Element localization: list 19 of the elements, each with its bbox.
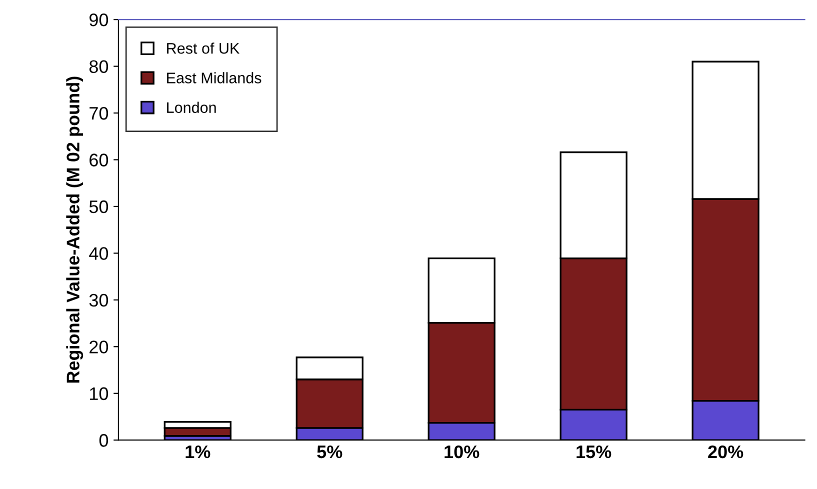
legend-label: Rest of UK: [167, 42, 240, 54]
y-tick-label: 10: [90, 387, 108, 400]
y-tick-label: 60: [90, 154, 108, 166]
y-tick-label: 80: [89, 60, 108, 74]
y-tick-label: 30: [89, 294, 108, 307]
y-tick-label: 20: [90, 340, 108, 354]
y-tick-label: 70: [90, 106, 108, 120]
y-tick-label: 50: [89, 200, 108, 214]
legend-label: London: [167, 102, 216, 113]
y-tick-label: 40: [89, 247, 108, 260]
y-axis-title: Regional Value-Added (M 02 pound): [66, 76, 84, 383]
x-tick-label: 1%: [186, 445, 210, 458]
x-tick-label: 10%: [444, 445, 480, 458]
y-tick-label: 90: [90, 13, 108, 26]
x-tick-label: 20%: [708, 445, 744, 458]
x-tick-label: 15%: [576, 445, 612, 458]
y-tick-label: 0: [99, 434, 108, 447]
legend-label: East Midlands: [167, 72, 262, 84]
x-tick-label: 5%: [317, 445, 342, 458]
